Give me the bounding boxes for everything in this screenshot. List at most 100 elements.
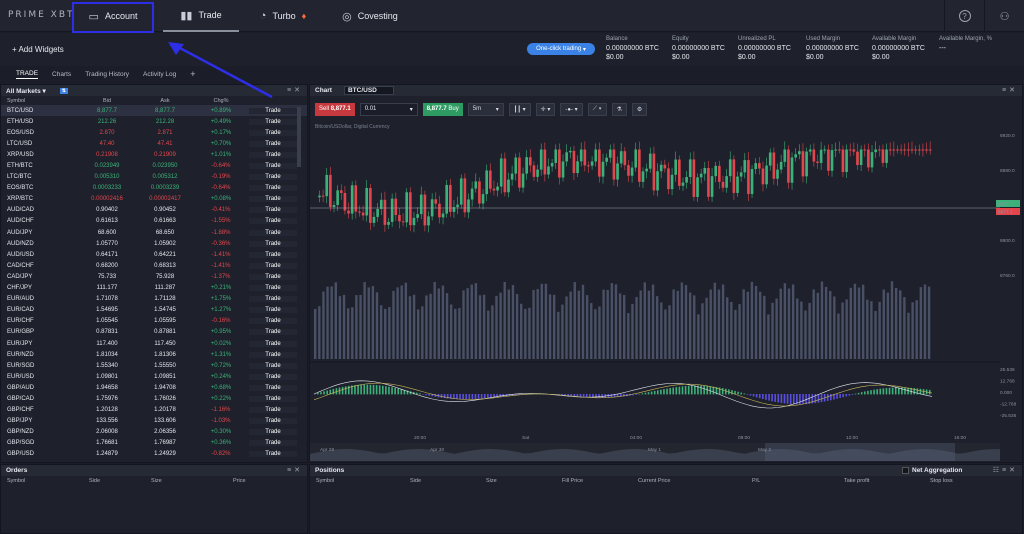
market-row[interactable]: AUD/JPY 68.600 68.650 -1.88% Trade	[1, 227, 307, 238]
market-row[interactable]: EUR/USD 1.09801 1.09851 +0.24% Trade	[1, 371, 307, 382]
market-row[interactable]: GBP/JPY 133.556 133.606 -1.03% Trade	[1, 416, 307, 427]
trade-button[interactable]: Trade	[249, 129, 297, 136]
trade-button[interactable]: Trade	[249, 395, 297, 402]
trade-button[interactable]: Trade	[249, 273, 297, 280]
trade-button[interactable]: Trade	[249, 196, 297, 203]
symbol-input[interactable]: BTC/USD	[343, 86, 394, 95]
filter-icon[interactable]: ☷	[992, 467, 1003, 474]
trade-button[interactable]: Trade	[249, 240, 297, 247]
col-take-profit[interactable]: Take profit	[844, 478, 870, 484]
col-side[interactable]: Side	[410, 478, 422, 484]
col-symbol[interactable]: Symbol	[7, 97, 26, 104]
trade-button[interactable]: Trade	[249, 140, 297, 147]
close-icon[interactable]: ✕	[1009, 467, 1018, 474]
add-tab-button[interactable]: +	[190, 69, 196, 79]
col-symbol[interactable]: Symbol	[316, 478, 335, 484]
market-row[interactable]: EOS/USD 2.870 2.871 +0.17% Trade	[1, 127, 307, 138]
col-side[interactable]: Side	[89, 478, 101, 484]
menu-icon[interactable]: ≡	[287, 467, 295, 474]
menu-icon[interactable]: ≡	[287, 87, 295, 94]
market-row[interactable]: ETH/BTC 0.023949 0.023950 -0.64% Trade	[1, 160, 307, 171]
market-row[interactable]: EUR/SGD 1.55340 1.55550 +0.72% Trade	[1, 360, 307, 371]
market-row[interactable]: AUD/CHF 0.61613 0.61663 -1.55% Trade	[1, 216, 307, 227]
nav-tab-account[interactable]: ▭ Account	[73, 0, 153, 32]
buy-button[interactable]: 8,877.7 Buy	[422, 102, 463, 116]
trade-button[interactable]: Trade	[249, 440, 297, 447]
menu-icon[interactable]: ≡	[1002, 87, 1010, 94]
market-row[interactable]: GBP/CHF 1.20128 1.20178 -1.16% Trade	[1, 405, 307, 416]
col-pl[interactable]: P/L	[752, 478, 761, 484]
drawing-tools-button[interactable]: ⟋ ▾	[587, 102, 607, 116]
trade-button[interactable]: Trade	[249, 351, 297, 358]
close-icon[interactable]: ✕	[294, 87, 303, 94]
tab-charts[interactable]: Charts	[52, 70, 72, 78]
market-row[interactable]: CHF/JPY 111.177 111.287 +0.21% Trade	[1, 283, 307, 294]
settings-button[interactable]: ⚙	[631, 102, 648, 116]
market-row[interactable]: CAD/CHF 0.68200 0.68313 -1.41% Trade	[1, 260, 307, 271]
trade-button[interactable]: Trade	[249, 218, 297, 225]
col-stop-loss[interactable]: Stop loss	[930, 478, 953, 484]
close-icon[interactable]: ✕	[1009, 87, 1018, 94]
market-row[interactable]: CAD/JPY 75.733 75.928 -1.37% Trade	[1, 271, 307, 282]
market-row[interactable]: AUD/CAD 0.90402 0.90452 -0.41% Trade	[1, 205, 307, 216]
col-size[interactable]: Size	[486, 478, 497, 484]
market-row[interactable]: GBP/USD 1.24879 1.24929 -0.82% Trade	[1, 449, 307, 460]
trade-button[interactable]: Trade	[249, 151, 297, 158]
trade-button[interactable]: Trade	[249, 373, 297, 380]
trade-button[interactable]: Trade	[249, 174, 297, 181]
col-chg[interactable]: Chg%	[213, 97, 229, 104]
help-button[interactable]: ?	[944, 0, 984, 32]
trade-button[interactable]: Trade	[249, 307, 297, 314]
sell-button[interactable]: Sell 8,877.1	[315, 102, 355, 116]
market-row[interactable]: EUR/CHF 1.05545 1.05595 -0.16% Trade	[1, 316, 307, 327]
market-row[interactable]: EUR/NZD 1.81034 1.81306 +1.31% Trade	[1, 349, 307, 360]
trade-button[interactable]: Trade	[249, 207, 297, 214]
indicators-button[interactable]: ✛ ▾	[535, 102, 556, 116]
market-row[interactable]: EUR/JPY 117.400 117.450 +0.02% Trade	[1, 338, 307, 349]
col-size[interactable]: Size	[151, 478, 162, 484]
market-row[interactable]: BTC/USD 8,877.7 8,877.7 +0.89% Trade	[1, 105, 307, 117]
trade-button[interactable]: Trade	[249, 407, 297, 414]
trade-button[interactable]: Trade	[249, 285, 297, 292]
trade-button[interactable]: Trade	[249, 185, 297, 192]
quantity-input[interactable]: 0.01 ▾	[359, 102, 418, 116]
col-bid[interactable]: Bid	[103, 97, 111, 104]
trade-button[interactable]: Trade	[249, 451, 297, 458]
trade-button[interactable]: Trade	[249, 229, 297, 236]
trade-button[interactable]: Trade	[249, 362, 297, 369]
tab-activity-log[interactable]: Activity Log	[143, 70, 177, 78]
one-click-trading-toggle[interactable]: One-click trading ▾	[527, 43, 595, 55]
market-row[interactable]: EOS/BTC 0.0003233 0.0003239 -0.64% Trade	[1, 183, 307, 194]
trade-button[interactable]: Trade	[249, 329, 297, 336]
nav-tab-covesting[interactable]: ◎ Covesting	[330, 0, 410, 32]
market-row[interactable]: GBP/AUD 1.94658 1.94708 +0.68% Trade	[1, 382, 307, 393]
market-row[interactable]: AUD/NZD 1.05770 1.05902 -0.36% Trade	[1, 238, 307, 249]
trade-button[interactable]: Trade	[249, 163, 297, 170]
checkbox[interactable]	[902, 467, 909, 474]
trade-button[interactable]: Trade	[249, 262, 297, 269]
market-row[interactable]: EUR/CAD 1.54695 1.54745 +1.27% Trade	[1, 305, 307, 316]
col-current-price[interactable]: Current Price	[638, 478, 671, 484]
trade-button[interactable]: Trade	[249, 251, 297, 258]
markets-filter-dropdown[interactable]: All Markets ▾	[6, 87, 46, 95]
tab-trade[interactable]: TRADE	[16, 69, 39, 79]
user-menu-button[interactable]: ⚇	[984, 0, 1024, 32]
market-row[interactable]: EUR/GBP 0.87831 0.87881 +0.95% Trade	[1, 327, 307, 338]
market-row[interactable]: GBP/SGD 1.76681 1.76987 +0.36% Trade	[1, 438, 307, 449]
menu-icon[interactable]: ≡	[1002, 467, 1010, 474]
interval-select[interactable]: 5m ▾	[467, 102, 504, 116]
trade-button[interactable]: Trade	[249, 384, 297, 391]
crosshair-button[interactable]: -●- ▾	[560, 102, 583, 116]
col-price[interactable]: Price	[233, 478, 246, 484]
market-row[interactable]: GBP/CAD 1.75976 1.76026 +0.22% Trade	[1, 393, 307, 404]
market-row[interactable]: XRP/BTC 0.00002416 0.00002417 +0.08% Trade	[1, 194, 307, 205]
close-icon[interactable]: ✕	[294, 467, 303, 474]
markets-scrollbar[interactable]	[297, 107, 301, 167]
market-row[interactable]: GBP/NZD 2.06008 2.06356 +0.30% Trade	[1, 427, 307, 438]
market-row[interactable]: XRP/USD 0.21908 0.21909 +1.01% Trade	[1, 149, 307, 160]
trade-button[interactable]: Trade	[249, 318, 297, 325]
nav-tab-trade[interactable]: ▮▮ Trade	[163, 0, 239, 32]
price-chart[interactable]: 8920.08880.08840.08800.08760.08877.78877…	[310, 121, 1022, 462]
trade-button[interactable]: Trade	[249, 107, 297, 114]
add-widgets-button[interactable]: + Add Widgets	[12, 45, 64, 54]
